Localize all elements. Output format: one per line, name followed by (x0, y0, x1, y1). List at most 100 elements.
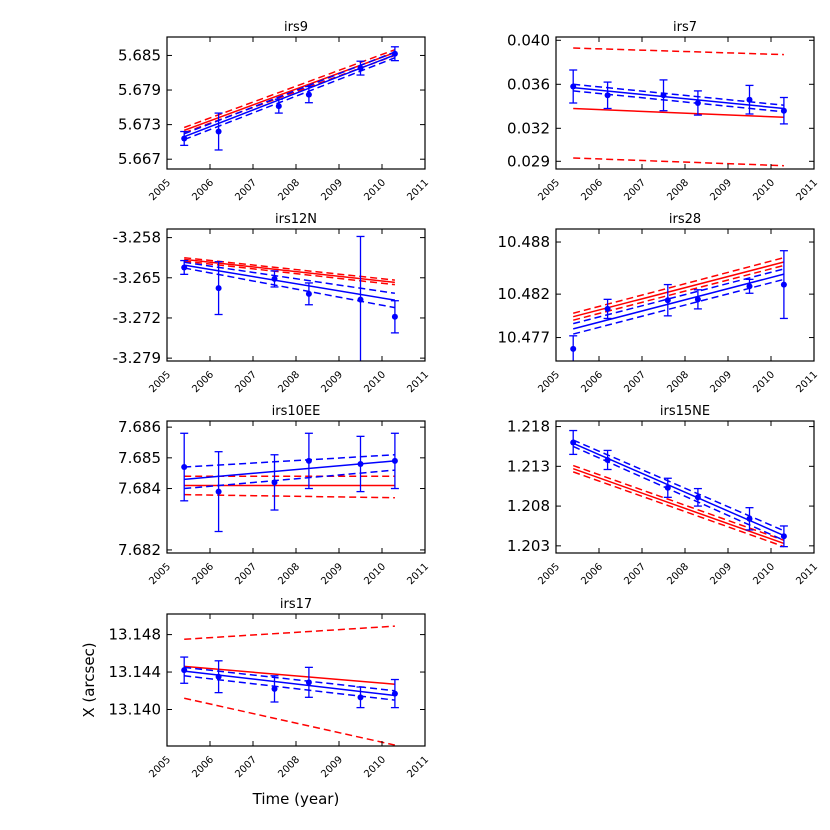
red-fit-upper-bound (183, 48, 396, 129)
subplot-title: irs9 (284, 20, 308, 35)
red-fit-line (184, 258, 395, 284)
x-tick-label: 2005 (147, 561, 173, 587)
x-tick-label: 2007 (233, 177, 259, 203)
subplot-irs12N: irs12N -3.258 -3.265 -3.272 -3.279 2005 2006 20… (113, 212, 431, 395)
data-point (271, 275, 278, 282)
plot-area (180, 432, 399, 533)
data-point (391, 50, 398, 57)
x-tick-label: 2011 (794, 561, 820, 587)
y-tick-label: 7.682 (118, 541, 161, 559)
x-tick-label: 2008 (276, 754, 302, 780)
data-point (357, 460, 364, 467)
subplot-irs7: irs7 0.029 0.032 0.036 0.040 2005 2006 2007 2008… (507, 20, 820, 203)
x-tick-label: 2011 (794, 177, 820, 203)
blue-fit-line (184, 264, 396, 301)
subplot-irs9: irs9 5.667 5.673 5.679 5.685 2005 2006 2007 2008… (118, 20, 431, 203)
blue-fit-upper-bound (184, 261, 396, 295)
red-fit-lower-bound (184, 260, 395, 286)
data-point (271, 685, 278, 692)
red-fit-lower-bound (573, 157, 784, 167)
plot-area (569, 250, 788, 361)
red-fit-lower-bound (184, 697, 396, 746)
red-fit-upper-bound (573, 256, 785, 314)
data-point (604, 305, 611, 312)
data-point (780, 281, 787, 288)
y-tick-label: 0.036 (507, 75, 550, 93)
subplot-irs15NE: irs15NE 1.203 1.208 1.213 1.218 2005 2006 2007 2… (507, 404, 820, 587)
x-tick-label: 2009 (708, 177, 734, 203)
x-axis-label: Time (year) (252, 790, 340, 808)
y-tick-label: 5.667 (118, 150, 161, 168)
y-tick-label: 10.482 (498, 285, 551, 303)
x-tick-label: 2006 (190, 754, 216, 780)
plot-frame (555, 228, 815, 362)
y-tick-label: -3.279 (113, 349, 161, 367)
data-point (746, 283, 753, 290)
x-tick-label: 2010 (362, 754, 388, 780)
y-tick-label: 10.477 (498, 329, 551, 347)
x-tick-label: 2008 (665, 177, 691, 203)
x-tick-label: 2009 (319, 369, 345, 395)
x-tick-label: 2011 (405, 177, 431, 203)
data-point (780, 107, 787, 114)
x-tick-label: 2009 (708, 369, 734, 395)
x-tick-label: 2010 (751, 561, 777, 587)
data-point (181, 667, 188, 674)
x-tick-label: 2008 (276, 177, 302, 203)
x-tick-label: 2010 (751, 369, 777, 395)
data-point (664, 484, 671, 491)
x-tick-label: 2011 (794, 369, 820, 395)
x-tick-label: 2006 (579, 177, 605, 203)
x-tick-label: 2008 (276, 561, 302, 587)
x-tick-label: 2005 (536, 369, 562, 395)
data-point (181, 464, 188, 471)
red-fit-upper-bound (184, 625, 395, 641)
data-point (570, 439, 577, 446)
x-tick-label: 2008 (665, 561, 691, 587)
data-point (604, 92, 611, 99)
data-point (391, 690, 398, 697)
plot-frame (555, 420, 815, 554)
blue-fit-upper-bound (572, 439, 785, 532)
data-point (570, 83, 577, 90)
plot-frame (166, 613, 426, 747)
y-tick-label: 1.218 (507, 418, 550, 436)
y-tick-label: 1.208 (507, 497, 550, 515)
y-tick-label: 5.685 (118, 46, 161, 64)
red-fit-upper-bound (184, 256, 395, 281)
x-tick-label: 2010 (362, 561, 388, 587)
subplot-grid: irs9 5.667 5.673 5.679 5.685 2005 2006 2007 2008… (109, 20, 821, 780)
subplot-title: irs7 (673, 20, 697, 35)
blue-fit-line (573, 273, 785, 330)
subplot-irs10EE: irs10EE 7.682 7.684 7.685 7.686 2005 2006 2007 2… (118, 404, 431, 587)
y-axis-label: X (arcsec) (80, 642, 98, 717)
data-point (181, 135, 188, 142)
subplot-irs17: irs17 13.140 13.144 13.148 2005 2006 2007 2008 2… (109, 597, 432, 780)
plot-frame (166, 420, 426, 554)
red-fit-upper-bound (572, 464, 785, 541)
data-point (694, 296, 701, 303)
x-tick-label: 2009 (319, 754, 345, 780)
x-tick-label: 2009 (319, 561, 345, 587)
data-point (391, 457, 398, 464)
blue-fit-line (573, 86, 784, 110)
data-point (305, 91, 312, 98)
y-tick-label: -3.265 (113, 269, 161, 287)
y-tick-label: 1.213 (507, 457, 550, 475)
y-tick-label: 13.144 (109, 663, 162, 681)
data-point (694, 494, 701, 501)
subplot-irs28: irs28 10.477 10.482 10.488 2005 2006 2007 2008 2… (498, 212, 821, 395)
x-tick-label: 2009 (708, 561, 734, 587)
x-tick-label: 2007 (622, 177, 648, 203)
data-point (215, 128, 222, 135)
data-point (357, 694, 364, 701)
plot-area (569, 47, 788, 167)
x-tick-label: 2010 (362, 369, 388, 395)
x-tick-label: 2010 (362, 177, 388, 203)
y-tick-label: -3.258 (113, 229, 161, 247)
x-tick-label: 2007 (233, 561, 259, 587)
x-tick-label: 2008 (276, 369, 302, 395)
data-point (275, 103, 282, 110)
plot-area (180, 625, 399, 746)
